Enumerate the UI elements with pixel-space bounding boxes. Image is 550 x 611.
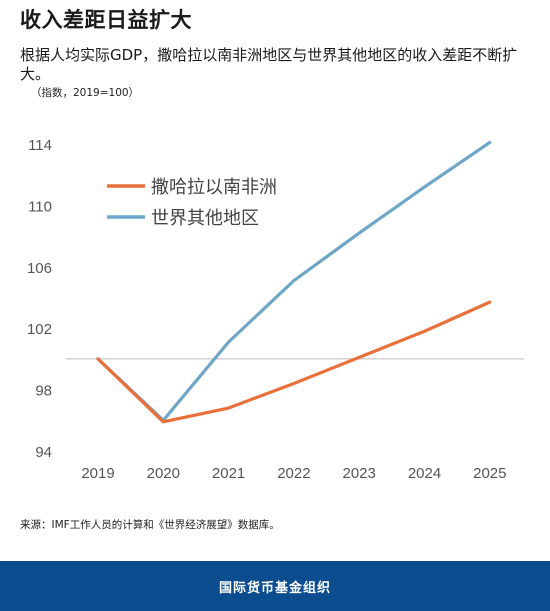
footer-label: 国际货币基金组织 (218, 580, 331, 596)
source-note: 来源：IMF工作人员的计算和《世界经济展望》数据库。 (20, 519, 280, 531)
series-line-0 (96, 300, 492, 424)
y-tick-label: 102 (27, 321, 52, 338)
y-tick-label: 94 (35, 444, 52, 461)
x-tick-label: 2021 (212, 465, 245, 482)
y-tick-label: 110 (28, 198, 52, 215)
y-tick-label: 114 (28, 137, 52, 154)
chart-title: 收入差距日益扩大 (20, 8, 192, 32)
chart-subtitle: 根据人均实际GDP，撒哈拉以南非洲地区与世界其他地区的收入差距不断扩大。 (20, 46, 518, 83)
line-chart: 94 98 102 106 110 114 2019 2020 2021 2022 2023 2024… (27, 137, 524, 482)
y-tick-label: 98 (35, 383, 52, 400)
y-tick-label: 106 (27, 260, 52, 277)
x-tick-label: 2025 (473, 465, 506, 482)
x-tick-label: 2023 (343, 465, 376, 482)
x-tick-label: 2020 (147, 465, 180, 482)
x-tick-label: 2022 (277, 465, 310, 482)
footer-bar: 国际货币基金组织 (0, 561, 550, 611)
x-tick-label: 2024 (408, 465, 441, 482)
legend-label-1: 世界其他地区 (151, 208, 259, 229)
legend-label-0: 撒哈拉以南非洲 (151, 177, 277, 198)
unit-note: （指数，2019=100） (31, 87, 140, 99)
x-tick-label: 2019 (81, 465, 114, 482)
